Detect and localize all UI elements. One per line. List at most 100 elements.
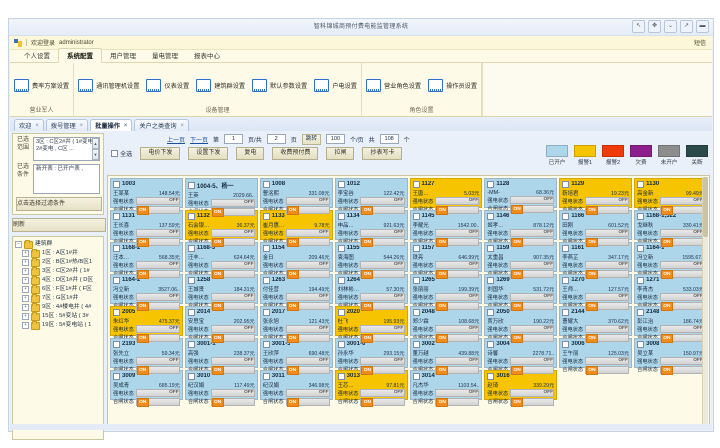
- menu-item-user-management[interactable]: 用户管理: [110, 53, 136, 60]
- close-state-toggle[interactable]: ON: [135, 333, 180, 343]
- checkbox-icon[interactable]: [562, 340, 570, 348]
- close-state-toggle[interactable]: ON: [135, 365, 180, 375]
- minimize-icon[interactable]: ▬: [696, 20, 709, 33]
- main-menu[interactable]: 个人设置 系统配置 用户管理 量电管理 报表中心: [10, 48, 712, 63]
- force-state-toggle[interactable]: OFF: [285, 325, 330, 333]
- force-state-toggle[interactable]: OFF: [285, 229, 330, 237]
- meter-card[interactable]: 3011 纪汉娟 346.98元 强电状态 OFF 合闸状态 ON: [259, 370, 333, 407]
- checkbox-icon[interactable]: [113, 212, 120, 220]
- close-state-toggle[interactable]: ON: [210, 237, 255, 247]
- close-state-toggle[interactable]: ON: [210, 365, 255, 375]
- close-state-toggle[interactable]: ON: [510, 237, 555, 247]
- force-state-toggle[interactable]: OFF: [585, 325, 630, 333]
- checkbox-icon[interactable]: [113, 180, 120, 188]
- force-state-toggle[interactable]: OFF: [135, 229, 180, 237]
- force-state-toggle[interactable]: OFF: [360, 229, 405, 237]
- meter-card[interactable]: 3016 赵琦 339.29元 强电状态 OFF 合闸状态 ON: [484, 370, 558, 407]
- checkbox-icon[interactable]: [412, 372, 420, 380]
- checkbox-icon[interactable]: [562, 308, 570, 316]
- force-state-toggle[interactable]: OFF: [360, 325, 405, 333]
- force-state-toggle[interactable]: OFF: [510, 389, 555, 397]
- checkbox-icon[interactable]: [412, 340, 420, 348]
- close-state-toggle[interactable]: ON: [360, 269, 405, 279]
- checkbox-icon[interactable]: [637, 180, 645, 188]
- tree-item[interactable]: +1区 : A区1#井: [15, 249, 101, 258]
- checkbox-icon[interactable]: [562, 180, 570, 188]
- expand-icon[interactable]: +: [22, 277, 29, 284]
- expand-icon[interactable]: +: [22, 286, 29, 293]
- checkbox-icon[interactable]: [187, 244, 195, 252]
- expand-icon[interactable]: +: [22, 322, 29, 329]
- checkbox-icon[interactable]: [337, 276, 345, 284]
- jump-button[interactable]: 跳转: [301, 133, 321, 145]
- ribbon-button-operator[interactable]: 操作员设置: [428, 79, 477, 92]
- tree-item[interactable]: +15区 : 5#变站 ( 3#: [15, 312, 101, 321]
- close-state-toggle[interactable]: ON: [510, 269, 555, 279]
- scope-value[interactable]: 3区 : C区2#井 ( 1#变电, 2#变电 , C区 ... ▲ ▼: [33, 137, 100, 161]
- close-state-toggle[interactable]: ON: [435, 205, 480, 215]
- close-state-toggle[interactable]: ON: [510, 333, 555, 343]
- per-page-input[interactable]: 100: [325, 134, 345, 144]
- tree-item[interactable]: +3区 : C区2#井 ( 1#: [15, 267, 101, 276]
- checkbox-icon[interactable]: [562, 244, 570, 252]
- close-state-toggle[interactable]: ON: [360, 301, 405, 311]
- checkbox-icon[interactable]: [637, 212, 645, 220]
- condition-value[interactable]: 新开表 : 已开户表 ,: [33, 164, 100, 194]
- checkbox-icon[interactable]: [412, 180, 420, 188]
- force-state-toggle[interactable]: OFF: [285, 389, 330, 397]
- expand-icon[interactable]: +: [22, 268, 29, 275]
- force-state-toggle[interactable]: OFF: [510, 229, 555, 237]
- close-state-toggle[interactable]: ON: [210, 269, 255, 279]
- close-state-toggle[interactable]: ON: [435, 365, 480, 375]
- meter-card[interactable]: 3013 王芯… 97.81元 强电状态 OFF 合闸状态 ON: [334, 370, 408, 407]
- close-state-toggle[interactable]: ON: [285, 269, 330, 279]
- force-state-toggle[interactable]: OFF: [210, 293, 255, 301]
- tab-dial-management[interactable]: 拨号管理 ×: [45, 119, 89, 131]
- tab-batch-operation[interactable]: 批量操作 ×: [90, 119, 133, 131]
- force-state-toggle[interactable]: OFF: [659, 357, 704, 365]
- force-state-toggle[interactable]: OFF: [135, 357, 180, 365]
- close-state-toggle[interactable]: ON: [285, 333, 330, 343]
- force-state-toggle[interactable]: OFF: [435, 293, 480, 301]
- checkbox-icon[interactable]: [337, 340, 345, 348]
- checkbox-icon[interactable]: [337, 372, 345, 380]
- force-state-toggle[interactable]: OFF: [435, 325, 480, 333]
- checkbox-icon[interactable]: [262, 372, 270, 380]
- button-charge-prepaid[interactable]: 收费预付费: [272, 146, 319, 160]
- checkbox-icon[interactable]: [412, 276, 420, 284]
- select-all-checkbox[interactable]: 全选: [111, 149, 132, 158]
- checkbox-icon[interactable]: [562, 212, 570, 220]
- ribbon-button-comm-manager[interactable]: 通讯管理机设置: [78, 79, 139, 92]
- close-state-toggle[interactable]: ON: [360, 237, 405, 247]
- force-state-toggle[interactable]: OFF: [585, 357, 630, 365]
- menu-item-personal[interactable]: 个人设置: [24, 53, 50, 60]
- meter-card[interactable]: 3006 王午丽 125.03元 强电状态 OFF 合闸状态 ON: [559, 338, 633, 375]
- meter-card[interactable]: 1168-2汪本…568.35元强电状态OFF合闸状态ON: [110, 242, 183, 279]
- close-state-toggle[interactable]: ON: [435, 397, 480, 407]
- close-state-toggle[interactable]: ON: [210, 301, 255, 311]
- force-state-toggle[interactable]: OFF: [210, 199, 255, 207]
- checkbox-icon[interactable]: [113, 340, 120, 348]
- force-state-toggle[interactable]: OFF: [435, 261, 480, 269]
- close-state-toggle[interactable]: ON: [135, 237, 180, 247]
- close-state-toggle[interactable]: ON: [435, 237, 480, 247]
- force-state-toggle[interactable]: OFF: [210, 389, 255, 397]
- close-state-toggle[interactable]: ON: [659, 333, 704, 343]
- expand-icon[interactable]: +: [22, 295, 29, 302]
- tree-item[interactable]: +9区 : 4#楼电井 ( 4#: [15, 303, 101, 312]
- close-state-toggle[interactable]: ON: [435, 301, 480, 311]
